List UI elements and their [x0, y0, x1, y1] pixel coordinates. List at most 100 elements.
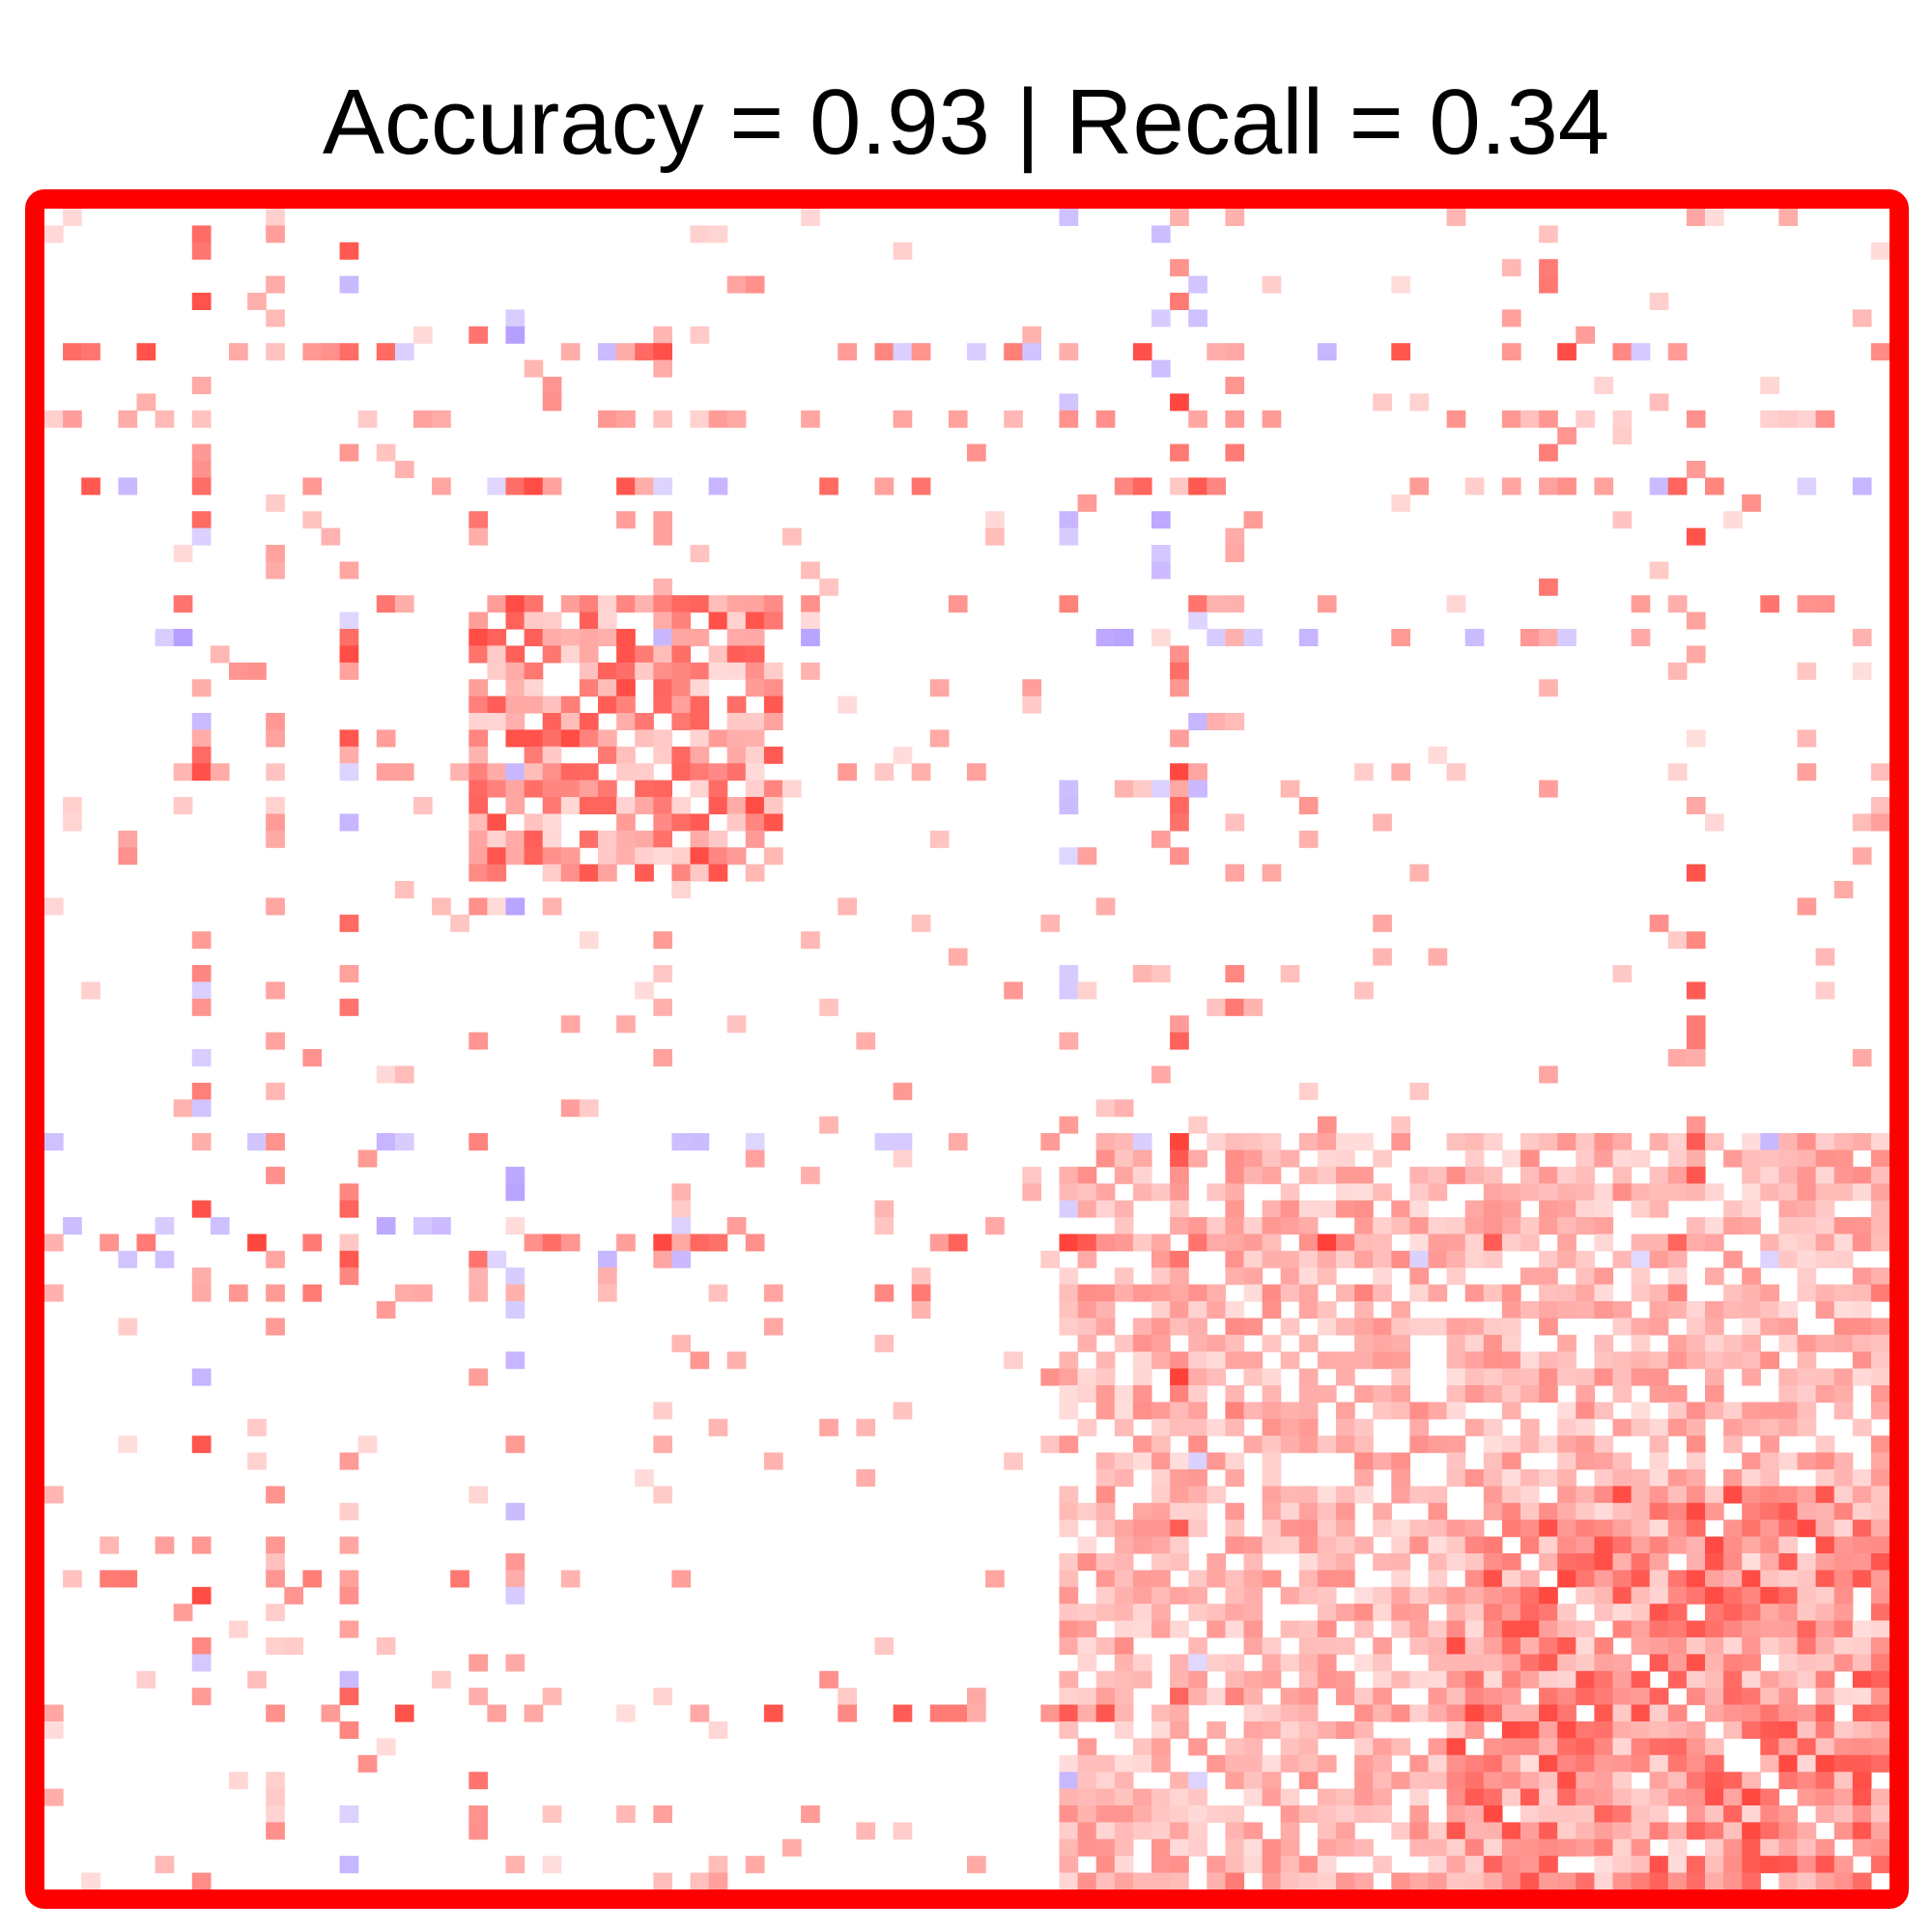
heatmap-cell	[745, 830, 765, 848]
heatmap-cell	[726, 1351, 747, 1370]
heatmap-cell	[1059, 511, 1079, 529]
heatmap-cell	[1373, 813, 1392, 832]
heatmap-cell	[1705, 1234, 1724, 1252]
heatmap-cell	[1095, 1570, 1116, 1588]
heatmap-cell	[708, 410, 728, 428]
heatmap-cell	[1686, 864, 1706, 882]
heatmap-cell	[1059, 1856, 1079, 1874]
heatmap-cell	[229, 662, 248, 680]
heatmap-cell	[1539, 1284, 1558, 1302]
heatmap-cell	[191, 1284, 212, 1302]
heatmap-cell	[266, 1133, 285, 1151]
heatmap-cell	[339, 1688, 359, 1706]
heatmap-cell	[1815, 1553, 1835, 1571]
heatmap-cell	[1501, 1670, 1521, 1689]
heatmap-cell	[1667, 1637, 1688, 1655]
heatmap-cell	[1723, 1872, 1743, 1890]
heatmap-cell	[616, 645, 636, 664]
heatmap-cell	[1501, 1301, 1521, 1319]
heatmap-cell	[1576, 1805, 1595, 1823]
heatmap-cell	[1797, 662, 1817, 680]
heatmap-cell	[1705, 1788, 1724, 1806]
heatmap-cell	[1631, 1250, 1651, 1268]
heatmap-cell	[1631, 1872, 1651, 1890]
heatmap-cell	[726, 763, 747, 781]
heatmap-cell	[1317, 1604, 1337, 1622]
heatmap-cell	[155, 629, 175, 646]
heatmap-cell	[339, 343, 359, 361]
heatmap-cell	[653, 830, 672, 848]
heatmap-cell	[1520, 410, 1540, 428]
heatmap-cell	[1151, 1536, 1171, 1554]
heatmap-cell	[432, 410, 451, 428]
heatmap-cell	[1723, 1351, 1743, 1370]
heatmap-cell	[1723, 1772, 1743, 1790]
heatmap-cell	[1723, 1838, 1743, 1857]
heatmap-cell	[1354, 1654, 1374, 1672]
heatmap-cell	[1520, 1704, 1540, 1722]
heatmap-cell	[1870, 797, 1890, 814]
heatmap-cell	[1576, 1200, 1595, 1218]
heatmap-cell	[1298, 1586, 1319, 1605]
heatmap-cell	[1852, 1183, 1872, 1202]
heatmap-cell	[505, 1351, 526, 1370]
heatmap-cell	[1464, 1856, 1485, 1874]
heatmap-cell	[1170, 1351, 1189, 1370]
heatmap-cell	[1077, 1536, 1097, 1554]
heatmap-cell	[1040, 1435, 1061, 1454]
heatmap-cell	[1612, 1620, 1633, 1638]
heatmap-cell	[1280, 1267, 1300, 1286]
heatmap-cell	[155, 1217, 175, 1235]
heatmap-cell	[1612, 1502, 1633, 1520]
heatmap-cell	[1151, 1418, 1171, 1436]
heatmap-cell	[542, 813, 562, 832]
heatmap-cell	[1649, 1856, 1669, 1874]
heatmap-cell	[1317, 1637, 1337, 1655]
heatmap-cell	[1298, 1301, 1319, 1319]
heatmap-cell	[1298, 1082, 1319, 1100]
heatmap-cell	[1649, 1688, 1669, 1706]
heatmap-cell	[1539, 225, 1558, 243]
heatmap-cell	[1373, 1553, 1392, 1571]
heatmap-cell	[1594, 1486, 1614, 1504]
heatmap-cell	[1797, 897, 1817, 916]
heatmap-cell	[1373, 1150, 1392, 1168]
heatmap-cell	[376, 729, 396, 748]
heatmap-cell	[542, 847, 562, 866]
heatmap-cell	[1760, 1670, 1779, 1689]
heatmap-cell	[1501, 1284, 1521, 1302]
heatmap-cell	[1059, 797, 1079, 814]
heatmap-cell	[191, 377, 212, 394]
heatmap-cell	[560, 797, 581, 814]
heatmap-cell	[1723, 1402, 1743, 1420]
heatmap-cell	[394, 1065, 414, 1084]
heatmap-cell	[1612, 1838, 1633, 1857]
heatmap-cell	[1520, 1435, 1540, 1454]
heatmap-cell	[1815, 981, 1835, 1000]
heatmap-cell	[726, 611, 747, 630]
heatmap-cell	[191, 1049, 212, 1066]
heatmap-cell	[1649, 1284, 1669, 1302]
heatmap-cell	[1114, 629, 1134, 646]
heatmap-cell	[1170, 209, 1189, 226]
heatmap-cell	[357, 1754, 378, 1773]
heatmap-cell	[1428, 1284, 1448, 1302]
heatmap-cell	[893, 1402, 913, 1420]
heatmap-cell	[266, 209, 285, 226]
heatmap-cell	[1132, 343, 1152, 361]
heatmap-cell	[1225, 1301, 1245, 1319]
heatmap-cell	[1833, 1217, 1854, 1235]
heatmap-cell	[1446, 410, 1466, 428]
heatmap-cell	[1004, 343, 1023, 361]
heatmap-cell	[1870, 343, 1890, 361]
heatmap-cell	[1870, 1788, 1890, 1806]
heatmap-cell	[1059, 1670, 1079, 1689]
heatmap-cell	[1188, 1738, 1208, 1756]
heatmap-cell	[635, 780, 654, 798]
heatmap-cell	[1594, 1520, 1614, 1538]
heatmap-cell	[1373, 1637, 1392, 1655]
heatmap-cell	[1243, 1133, 1264, 1151]
heatmap-cell	[1686, 461, 1706, 478]
heatmap-cell	[1557, 1772, 1577, 1790]
heatmap-cell	[1686, 1805, 1706, 1823]
